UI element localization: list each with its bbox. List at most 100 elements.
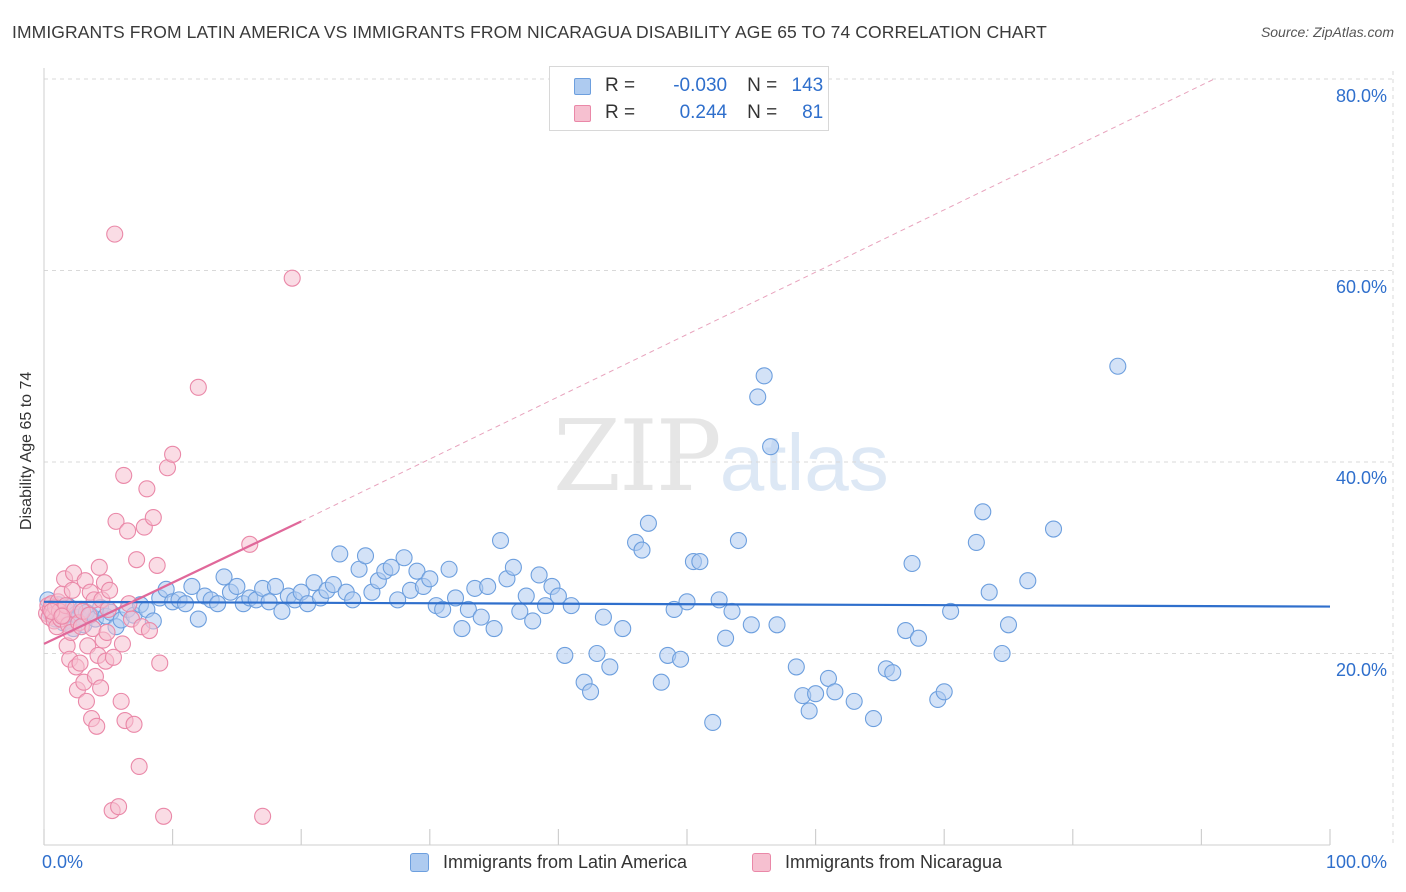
source-credit: Source: ZipAtlas.com xyxy=(1260,24,1394,40)
point-latin-america-130 xyxy=(903,554,921,573)
point-latin-america-126 xyxy=(864,710,883,728)
point-latin-america-47 xyxy=(273,602,291,620)
point-latin-america-104 xyxy=(665,600,683,619)
point-latin-america-37 xyxy=(209,595,227,613)
n-label: N = xyxy=(747,102,778,123)
point-latin-america-131 xyxy=(909,629,928,647)
point-nicaragua-77 xyxy=(254,807,272,825)
n-value: 143 xyxy=(791,75,824,96)
point-latin-america-119 xyxy=(787,658,805,676)
y-tick-label-20: 20.0% xyxy=(1336,660,1388,680)
point-latin-america-88 xyxy=(536,597,555,615)
point-latin-america-117 xyxy=(762,438,780,456)
point-nicaragua-63 xyxy=(128,551,146,569)
point-latin-america-81 xyxy=(491,531,510,550)
point-latin-america-72 xyxy=(434,600,452,619)
point-nicaragua-42 xyxy=(92,679,110,697)
trendline-nicaragua-extension xyxy=(300,78,1215,522)
point-latin-america-124 xyxy=(826,683,844,701)
stats-row-latin-america: R = -0.030 N = 143 xyxy=(574,73,823,99)
point-nicaragua-39 xyxy=(88,717,106,735)
point-nicaragua-53 xyxy=(107,512,125,530)
point-latin-america-96 xyxy=(594,608,612,626)
point-latin-america-114 xyxy=(742,616,760,634)
point-latin-america-75 xyxy=(453,620,471,638)
point-latin-america-85 xyxy=(517,587,535,605)
point-latin-america-137 xyxy=(980,583,998,601)
point-nicaragua-67 xyxy=(138,480,156,498)
point-nicaragua-70 xyxy=(148,556,166,574)
chart-title: IMMIGRANTS FROM LATIN AMERICA VS IMMIGRA… xyxy=(12,22,1047,42)
stats-legend: R = -0.030 N = 143 R = 0.244 N = 81 xyxy=(549,66,829,131)
pink-swatch xyxy=(574,104,591,122)
point-latin-america-80 xyxy=(485,620,503,638)
watermark-zip: ZIP xyxy=(553,400,722,514)
point-latin-america-79 xyxy=(479,577,497,596)
point-nicaragua-71 xyxy=(151,654,169,672)
point-latin-america-133 xyxy=(935,683,953,701)
point-latin-america-125 xyxy=(845,692,863,710)
point-nicaragua-69 xyxy=(144,508,162,527)
point-latin-america-128 xyxy=(884,664,902,682)
point-nicaragua-49 xyxy=(101,581,119,599)
point-nicaragua-68 xyxy=(140,621,159,640)
point-nicaragua-72 xyxy=(155,807,173,825)
point-latin-america-98 xyxy=(614,620,632,638)
point-latin-america-100 xyxy=(633,541,651,559)
point-latin-america-142 xyxy=(1109,357,1127,375)
point-nicaragua-59 xyxy=(119,522,137,540)
point-latin-america-32 xyxy=(176,595,195,613)
point-latin-america-129 xyxy=(897,621,915,640)
point-nicaragua-52 xyxy=(106,225,124,243)
point-latin-america-70 xyxy=(421,570,439,588)
point-nicaragua-57 xyxy=(115,466,133,484)
point-latin-america-101 xyxy=(639,514,657,532)
point-latin-america-136 xyxy=(974,503,992,521)
point-latin-america-115 xyxy=(749,388,767,406)
point-latin-america-121 xyxy=(800,702,818,720)
r-label: R = xyxy=(605,102,636,123)
legend-item-latin-america: Immigrants from Latin America xyxy=(410,852,687,873)
point-nicaragua-26 xyxy=(71,654,89,672)
y-axis-label: Disability Age 65 to 74 xyxy=(18,371,35,530)
point-latin-america-33 xyxy=(183,577,201,596)
point-latin-america-52 xyxy=(305,574,323,592)
point-nicaragua-78 xyxy=(283,269,301,287)
n-value: 81 xyxy=(802,102,824,123)
y-tick-label-40: 40.0% xyxy=(1336,468,1388,488)
legend-label: Immigrants from Nicaragua xyxy=(785,852,1003,872)
point-nicaragua-74 xyxy=(164,445,182,463)
point-latin-america-138 xyxy=(993,644,1011,663)
blue-swatch xyxy=(574,77,591,95)
legend-item-nicaragua: Immigrants from Nicaragua xyxy=(752,852,1002,873)
point-latin-america-109 xyxy=(704,713,722,731)
n-label: N = xyxy=(747,75,778,96)
point-nicaragua-62 xyxy=(125,715,143,733)
point-latin-america-60 xyxy=(356,547,375,565)
point-latin-america-97 xyxy=(601,658,619,676)
point-latin-america-56 xyxy=(331,545,349,563)
x-tick-label-min: 0.0% xyxy=(42,852,84,872)
point-latin-america-95 xyxy=(588,644,606,663)
point-latin-america-66 xyxy=(395,549,413,567)
point-latin-america-105 xyxy=(672,650,690,668)
point-nicaragua-41 xyxy=(90,558,108,576)
point-nicaragua-80 xyxy=(53,607,71,625)
legend-label: Immigrants from Latin America xyxy=(443,852,688,872)
legend-swatch-blue xyxy=(410,853,429,872)
point-latin-america-92 xyxy=(562,597,580,615)
point-latin-america-140 xyxy=(1019,572,1037,590)
point-latin-america-91 xyxy=(556,646,574,664)
point-nicaragua-47 xyxy=(98,623,116,641)
point-latin-america-38 xyxy=(215,568,233,586)
trendline-nicaragua xyxy=(43,520,302,645)
point-latin-america-106 xyxy=(678,593,696,611)
y-tick-label-80: 80.0% xyxy=(1336,86,1388,106)
point-latin-america-135 xyxy=(967,533,985,551)
point-nicaragua-20 xyxy=(63,581,81,599)
point-nicaragua-56 xyxy=(113,635,131,653)
r-value: 0.244 xyxy=(679,102,728,123)
point-latin-america-108 xyxy=(691,553,709,571)
point-latin-america-46 xyxy=(266,577,285,596)
